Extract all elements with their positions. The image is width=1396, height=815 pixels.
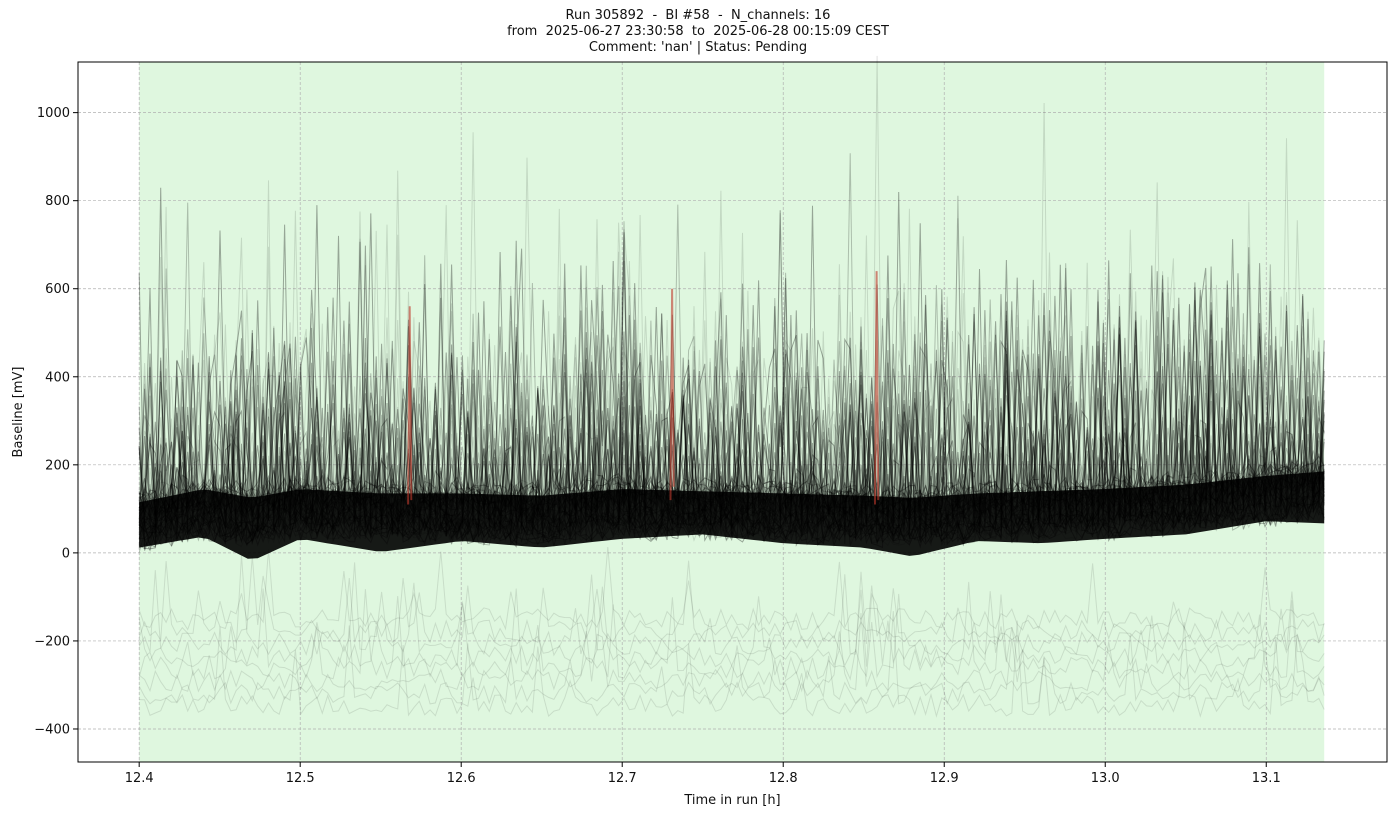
y-tick-label: 600 [45, 282, 70, 297]
x-tick-label: 12.9 [930, 771, 959, 786]
outlier-trace [138, 611, 1325, 706]
trace-layer [138, 55, 1325, 718]
baseline-trace [138, 260, 1325, 520]
outlier-trace [138, 612, 1325, 693]
y-tick-label: 0 [62, 546, 70, 561]
title-line-3: Comment: 'nan' | Status: Pending [588, 40, 808, 55]
baseline-trace [138, 300, 1325, 511]
plot-frame [77, 61, 1388, 763]
y-axis-ticks: −400 −200 0 200 400 600 800 1000 [34, 106, 78, 737]
y-tick-label: 400 [45, 370, 70, 385]
y-axis-label: Baseline [mV] [11, 367, 26, 458]
x-tick-label: 12.7 [608, 771, 637, 786]
outlier-trace [138, 556, 1325, 644]
outlier-trace [138, 586, 1325, 669]
y-tick-label: 200 [45, 458, 70, 473]
x-tick-label: 12.6 [447, 771, 476, 786]
baseline-trace [138, 264, 1325, 517]
x-axis-label: Time in run [h] [683, 793, 780, 808]
grid-layer [78, 62, 1387, 762]
baseline-trace [139, 248, 1325, 516]
baseline-trace [138, 264, 1325, 517]
x-tick-label: 12.4 [125, 771, 154, 786]
baseline-trace [138, 300, 1325, 511]
title-line-2: from 2025-06-27 23:30:58 to 2025-06-28 0… [507, 24, 889, 39]
x-tick-label: 12.8 [769, 771, 798, 786]
baseline-trace [139, 248, 1325, 516]
outlier-trace [138, 555, 1325, 656]
outlier-trace [138, 546, 1325, 632]
chart-title: Run 305892 - BI #58 - N_channels: 16 fro… [0, 8, 1396, 56]
x-axis-ticks: 12.4 12.5 12.6 12.7 12.8 12.9 13.0 13.1 [125, 762, 1281, 786]
baseline-trace [138, 300, 1325, 511]
y-tick-label: 800 [45, 194, 70, 209]
baseline-trace [138, 264, 1325, 517]
baseline-trace [138, 205, 1325, 512]
x-tick-label: 13.0 [1091, 771, 1120, 786]
baseline-trace [138, 221, 1325, 512]
baseline-trace [138, 229, 1325, 509]
y-tick-label: −400 [34, 722, 70, 737]
title-line-1: Run 305892 - BI #58 - N_channels: 16 [565, 8, 831, 23]
trace-core-band [139, 471, 1325, 559]
shaded-band-layer [139, 62, 1325, 762]
highlight-trace [874, 271, 880, 505]
shaded-region [139, 62, 1325, 762]
highlight-trace [407, 306, 413, 505]
x-tick-label: 12.5 [286, 771, 315, 786]
outlier-trace [139, 620, 1325, 718]
baseline-trace [139, 248, 1325, 516]
y-tick-label: −200 [34, 634, 70, 649]
baseline-trace [138, 205, 1325, 512]
highlight-trace [669, 288, 675, 501]
x-tick-label: 13.1 [1252, 771, 1281, 786]
baseline-trace [138, 260, 1325, 520]
baseline-trace [138, 260, 1325, 520]
baseline-trace [138, 205, 1325, 512]
highlight-trace-layer [407, 271, 880, 505]
y-tick-label: 1000 [37, 106, 70, 121]
outlier-trace [138, 581, 1325, 681]
baseline-trace [138, 221, 1325, 512]
